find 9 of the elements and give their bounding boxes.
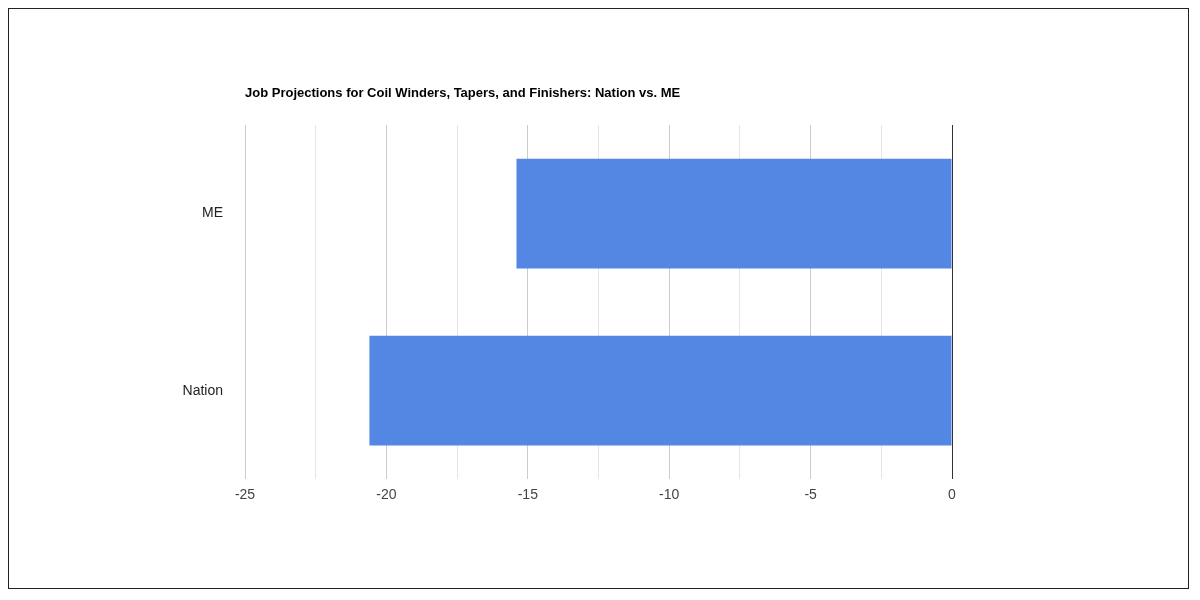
x-tick-label: -5 — [804, 486, 818, 503]
y-tick-label: Nation — [182, 381, 223, 398]
x-tick-label: -25 — [234, 486, 256, 503]
x-tick-label: -15 — [517, 486, 539, 503]
x-tick-label: 0 — [948, 486, 957, 503]
chart-title: Job Projections for Coil Winders, Tapers, and Finishers: Nation vs. ME — [245, 84, 681, 100]
x-tick-label: -20 — [376, 486, 397, 503]
y-tick-label: ME — [202, 204, 223, 221]
x-tick-label: -10 — [659, 486, 680, 503]
